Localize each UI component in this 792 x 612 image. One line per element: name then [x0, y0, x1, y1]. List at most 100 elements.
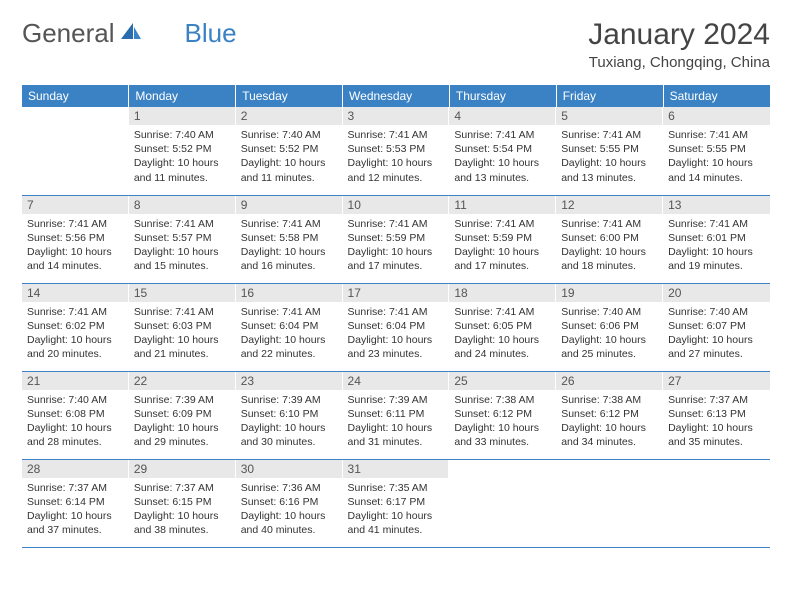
day-details: Sunrise: 7:40 AMSunset: 5:52 PMDaylight:…	[129, 125, 236, 190]
day-header: Friday	[556, 85, 663, 107]
day-number: 9	[236, 196, 343, 214]
daylight-text: Daylight: 10 hours and 30 minutes.	[241, 421, 338, 449]
sunset-text: Sunset: 6:09 PM	[134, 407, 231, 421]
day-number: 31	[343, 460, 450, 478]
day-number: 2	[236, 107, 343, 125]
day-details: Sunrise: 7:41 AMSunset: 5:56 PMDaylight:…	[22, 214, 129, 279]
day-details: Sunrise: 7:41 AMSunset: 5:53 PMDaylight:…	[343, 125, 450, 190]
sunset-text: Sunset: 5:59 PM	[454, 231, 551, 245]
sunset-text: Sunset: 6:17 PM	[348, 495, 445, 509]
day-number: 17	[343, 284, 450, 302]
sunset-text: Sunset: 6:04 PM	[241, 319, 338, 333]
sunset-text: Sunset: 6:11 PM	[348, 407, 445, 421]
sunset-text: Sunset: 6:16 PM	[241, 495, 338, 509]
sunrise-text: Sunrise: 7:41 AM	[27, 305, 124, 319]
sunrise-text: Sunrise: 7:37 AM	[668, 393, 765, 407]
calendar-cell: 28Sunrise: 7:37 AMSunset: 6:14 PMDayligh…	[22, 459, 129, 547]
sunrise-text: Sunrise: 7:41 AM	[348, 217, 445, 231]
day-header: Saturday	[663, 85, 770, 107]
month-title: January 2024	[588, 18, 770, 52]
sunset-text: Sunset: 6:00 PM	[561, 231, 658, 245]
day-details: Sunrise: 7:37 AMSunset: 6:13 PMDaylight:…	[663, 390, 770, 455]
daylight-text: Daylight: 10 hours and 13 minutes.	[454, 156, 551, 184]
daylight-text: Daylight: 10 hours and 11 minutes.	[134, 156, 231, 184]
day-details: Sunrise: 7:41 AMSunset: 5:57 PMDaylight:…	[129, 214, 236, 279]
daylight-text: Daylight: 10 hours and 24 minutes.	[454, 333, 551, 361]
daylight-text: Daylight: 10 hours and 18 minutes.	[561, 245, 658, 273]
day-number: 19	[556, 284, 663, 302]
day-header: Thursday	[449, 85, 556, 107]
sunset-text: Sunset: 6:05 PM	[454, 319, 551, 333]
sunset-text: Sunset: 6:14 PM	[27, 495, 124, 509]
sunset-text: Sunset: 5:54 PM	[454, 142, 551, 156]
daylight-text: Daylight: 10 hours and 34 minutes.	[561, 421, 658, 449]
calendar-cell: 21Sunrise: 7:40 AMSunset: 6:08 PMDayligh…	[22, 371, 129, 459]
daylight-text: Daylight: 10 hours and 35 minutes.	[668, 421, 765, 449]
day-details: Sunrise: 7:37 AMSunset: 6:15 PMDaylight:…	[129, 478, 236, 543]
day-details: Sunrise: 7:41 AMSunset: 5:55 PMDaylight:…	[663, 125, 770, 190]
sunrise-text: Sunrise: 7:41 AM	[134, 305, 231, 319]
calendar-cell: 9Sunrise: 7:41 AMSunset: 5:58 PMDaylight…	[236, 195, 343, 283]
calendar-cell: 15Sunrise: 7:41 AMSunset: 6:03 PMDayligh…	[129, 283, 236, 371]
daylight-text: Daylight: 10 hours and 28 minutes.	[27, 421, 124, 449]
daylight-text: Daylight: 10 hours and 41 minutes.	[348, 509, 445, 537]
sunrise-text: Sunrise: 7:39 AM	[348, 393, 445, 407]
calendar-row: 28Sunrise: 7:37 AMSunset: 6:14 PMDayligh…	[22, 459, 770, 547]
daylight-text: Daylight: 10 hours and 13 minutes.	[561, 156, 658, 184]
day-details: Sunrise: 7:38 AMSunset: 6:12 PMDaylight:…	[449, 390, 556, 455]
sunrise-text: Sunrise: 7:39 AM	[241, 393, 338, 407]
day-details: Sunrise: 7:40 AMSunset: 6:07 PMDaylight:…	[663, 302, 770, 367]
daylight-text: Daylight: 10 hours and 21 minutes.	[134, 333, 231, 361]
day-number: 29	[129, 460, 236, 478]
day-details: Sunrise: 7:41 AMSunset: 6:05 PMDaylight:…	[449, 302, 556, 367]
daylight-text: Daylight: 10 hours and 14 minutes.	[27, 245, 124, 273]
calendar-row: 1Sunrise: 7:40 AMSunset: 5:52 PMDaylight…	[22, 107, 770, 195]
day-details: Sunrise: 7:41 AMSunset: 6:00 PMDaylight:…	[556, 214, 663, 279]
day-details: Sunrise: 7:35 AMSunset: 6:17 PMDaylight:…	[343, 478, 450, 543]
sunset-text: Sunset: 5:58 PM	[241, 231, 338, 245]
sunset-text: Sunset: 6:13 PM	[668, 407, 765, 421]
sunset-text: Sunset: 6:07 PM	[668, 319, 765, 333]
daylight-text: Daylight: 10 hours and 27 minutes.	[668, 333, 765, 361]
daylight-text: Daylight: 10 hours and 14 minutes.	[668, 156, 765, 184]
sunrise-text: Sunrise: 7:38 AM	[454, 393, 551, 407]
day-number: 6	[663, 107, 770, 125]
day-number: 10	[343, 196, 450, 214]
day-details: Sunrise: 7:41 AMSunset: 5:55 PMDaylight:…	[556, 125, 663, 190]
day-number: 3	[343, 107, 450, 125]
day-details: Sunrise: 7:39 AMSunset: 6:09 PMDaylight:…	[129, 390, 236, 455]
day-details: Sunrise: 7:39 AMSunset: 6:11 PMDaylight:…	[343, 390, 450, 455]
day-details: Sunrise: 7:40 AMSunset: 6:06 PMDaylight:…	[556, 302, 663, 367]
day-details: Sunrise: 7:40 AMSunset: 5:52 PMDaylight:…	[236, 125, 343, 190]
calendar-cell: 5Sunrise: 7:41 AMSunset: 5:55 PMDaylight…	[556, 107, 663, 195]
daylight-text: Daylight: 10 hours and 23 minutes.	[348, 333, 445, 361]
day-number: 13	[663, 196, 770, 214]
day-number: 11	[449, 196, 556, 214]
calendar-cell: 25Sunrise: 7:38 AMSunset: 6:12 PMDayligh…	[449, 371, 556, 459]
day-number: 27	[663, 372, 770, 390]
calendar-cell: 8Sunrise: 7:41 AMSunset: 5:57 PMDaylight…	[129, 195, 236, 283]
day-number: 25	[449, 372, 556, 390]
sunrise-text: Sunrise: 7:38 AM	[561, 393, 658, 407]
calendar-cell: 29Sunrise: 7:37 AMSunset: 6:15 PMDayligh…	[129, 459, 236, 547]
daylight-text: Daylight: 10 hours and 37 minutes.	[27, 509, 124, 537]
sunset-text: Sunset: 5:52 PM	[241, 142, 338, 156]
day-number: 22	[129, 372, 236, 390]
calendar-cell	[22, 107, 129, 195]
daylight-text: Daylight: 10 hours and 29 minutes.	[134, 421, 231, 449]
daylight-text: Daylight: 10 hours and 40 minutes.	[241, 509, 338, 537]
sunrise-text: Sunrise: 7:35 AM	[348, 481, 445, 495]
day-number: 26	[556, 372, 663, 390]
calendar-cell: 4Sunrise: 7:41 AMSunset: 5:54 PMDaylight…	[449, 107, 556, 195]
sunrise-text: Sunrise: 7:41 AM	[561, 217, 658, 231]
sunset-text: Sunset: 5:53 PM	[348, 142, 445, 156]
sunset-text: Sunset: 6:03 PM	[134, 319, 231, 333]
calendar-cell: 6Sunrise: 7:41 AMSunset: 5:55 PMDaylight…	[663, 107, 770, 195]
day-number: 8	[129, 196, 236, 214]
logo-sail-icon	[119, 21, 143, 46]
day-details: Sunrise: 7:38 AMSunset: 6:12 PMDaylight:…	[556, 390, 663, 455]
calendar-cell: 26Sunrise: 7:38 AMSunset: 6:12 PMDayligh…	[556, 371, 663, 459]
sunrise-text: Sunrise: 7:41 AM	[561, 128, 658, 142]
calendar-cell	[449, 459, 556, 547]
sunrise-text: Sunrise: 7:41 AM	[348, 128, 445, 142]
